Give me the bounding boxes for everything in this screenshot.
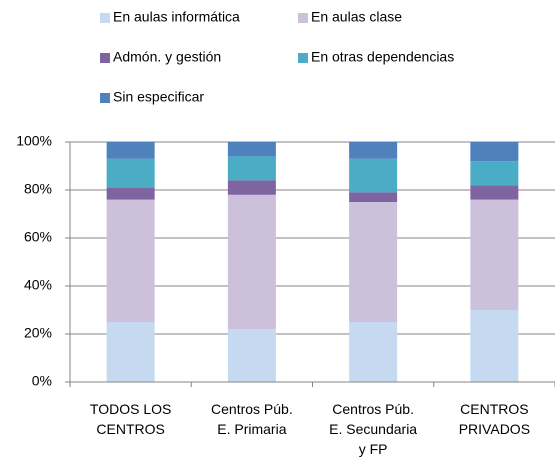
legend-label: En otras dependencias [311, 49, 454, 65]
legend-swatch [100, 13, 110, 23]
bar-segment [470, 185, 519, 200]
bar-segment [470, 310, 519, 382]
y-tick-label: 40% [24, 277, 52, 293]
bar-segment [227, 142, 276, 157]
legend-swatch [298, 53, 308, 63]
bar-segment [349, 322, 398, 382]
bar-segment [349, 142, 398, 159]
y-tick-label: 100% [16, 133, 52, 149]
bar-segment [349, 158, 398, 193]
bar-segment [349, 202, 398, 322]
legend-label: En aulas informática [113, 9, 240, 25]
y-tick-label: 0% [32, 373, 52, 389]
legend-swatch [298, 13, 308, 23]
x-tick-label: Centros Púb. E. Secundaria y FP [329, 401, 417, 457]
bar-segment [106, 199, 155, 322]
bar-segment [106, 142, 155, 159]
y-tick-label: 80% [24, 181, 52, 197]
legend-label: En aulas clase [311, 9, 402, 25]
y-tick-label: 20% [24, 325, 52, 341]
x-tick-label: Centros Púb. E. Primaria [211, 401, 293, 437]
bar-segment [227, 156, 276, 181]
bar-segment [106, 322, 155, 382]
x-tick-label: TODOS LOS CENTROS [90, 401, 171, 437]
bar-segment [227, 329, 276, 382]
legend-swatch [100, 53, 110, 63]
bar-segment [470, 142, 519, 162]
bar-segment [227, 194, 276, 330]
legend-label: Admón. y gestión [113, 49, 221, 65]
legend-label: Sin especificar [113, 89, 204, 105]
x-tick-label: CENTROS PRIVADOS [459, 401, 530, 437]
bar-segment [227, 180, 276, 195]
bar-segment [106, 187, 155, 200]
bar-segment [470, 199, 519, 310]
y-tick-label: 60% [24, 229, 52, 245]
legend-swatch [100, 93, 110, 103]
bar-segment [106, 158, 155, 188]
bar-segment [349, 192, 398, 202]
bar-segment [470, 161, 519, 186]
